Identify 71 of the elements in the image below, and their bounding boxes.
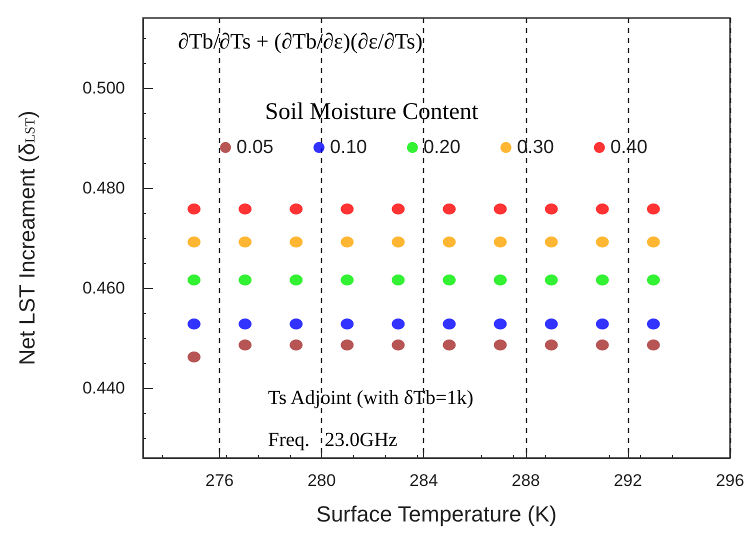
point [290,274,303,286]
point [596,340,609,350]
point [442,236,456,248]
point [494,236,507,248]
annotation: ∂Tb/∂Ts + (∂Tb/∂ε)(∂ε/∂Ts) [178,28,423,54]
point [392,340,405,350]
x-tick-label: 292 [614,471,642,490]
point [494,274,507,286]
y-axis-title: Net LST Increament (δLST) [14,110,40,366]
y-tick-label: 0.460 [82,278,125,298]
point [544,204,558,214]
point [290,236,303,248]
point [596,318,609,330]
y-tick-label: 0.440 [82,378,125,398]
point [646,204,660,214]
point [392,204,405,214]
legend-title: Soil Moisture Content [265,99,479,125]
y-tick-label: 0.500 [82,78,125,98]
legend-label: 0.10 [330,137,367,158]
point [544,318,558,330]
point [646,318,660,330]
point [442,340,456,350]
point [442,318,456,330]
point [494,204,507,214]
point [646,236,660,248]
x-tick-label: 284 [410,471,438,490]
point [544,340,558,350]
point [238,318,252,330]
point [544,274,558,286]
legend-label: 0.30 [516,137,554,158]
point [290,204,303,214]
y-tick-label: 0.480 [82,178,125,198]
point [290,340,303,350]
point [340,204,354,214]
point [188,352,201,362]
point [188,318,201,330]
point [544,236,558,248]
point [238,204,252,214]
point [596,204,609,214]
point [596,274,609,286]
x-tick-label: 288 [512,471,540,490]
point [392,274,405,286]
point [494,318,507,330]
point [340,318,354,330]
legend-label: 0.40 [610,137,648,158]
x-tick-label: 280 [307,471,336,490]
legend-label: 0.05 [236,137,274,158]
point [290,318,303,330]
point [596,236,609,248]
point [646,340,660,350]
point [238,274,252,286]
x-axis-title: Surface Temperature (K) [316,502,557,526]
point [238,236,252,248]
annotation: Freq. 23.0GHz [268,429,398,451]
point [494,340,507,350]
point [646,274,660,286]
point [238,340,252,350]
point [392,318,405,330]
point [340,274,354,286]
point [188,204,201,214]
point [340,236,354,248]
x-tick-label: 296 [716,471,744,490]
point [442,204,456,214]
point [392,236,405,248]
annotation: Ts Adjoint (with δTb=1k) [268,387,474,409]
legend-label: 0.20 [423,137,460,158]
point [442,274,456,286]
x-tick-label: 276 [205,471,234,490]
point [188,274,201,286]
point [340,340,354,350]
point [188,236,201,248]
